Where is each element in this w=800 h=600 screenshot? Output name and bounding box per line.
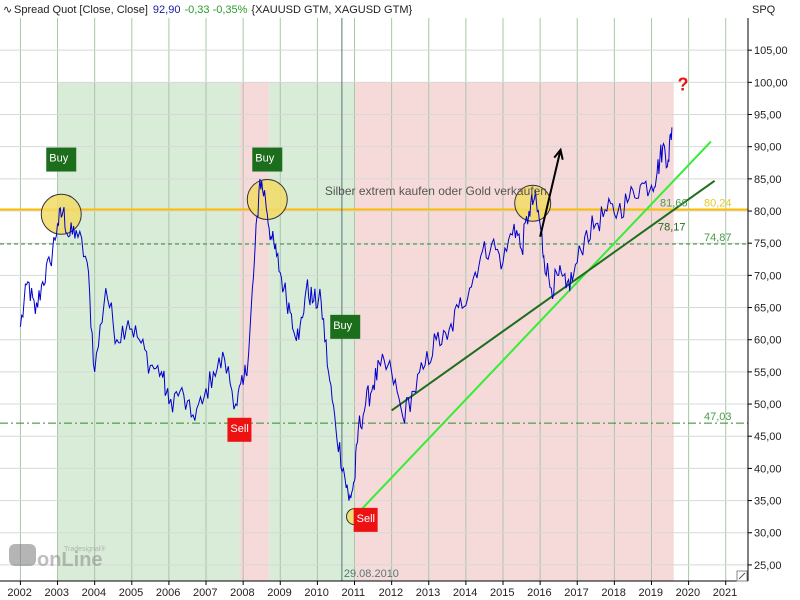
watermark-brand: onLine [37, 549, 103, 571]
x-tick-label: 2014 [453, 587, 477, 599]
y-tick-label: 70,00 [754, 270, 782, 282]
x-tick-label: 2016 [527, 587, 551, 599]
y-tick-label: 55,00 [754, 367, 782, 379]
level-label: 74,87 [704, 232, 732, 244]
signal-buy-bg [46, 147, 77, 172]
x-tick-label: 2010 [304, 587, 328, 599]
band-pink-3 [354, 82, 674, 581]
series-title: Spread Quot [Close, Close] [14, 4, 148, 16]
signal-boxes: Buy Buy Buy Sell Sell [46, 147, 378, 532]
x-tick-label: 2012 [379, 587, 403, 599]
x-tick-label: 2018 [601, 587, 625, 599]
x-tick-label: 2011 [342, 587, 366, 599]
chart-annotation: Silber extrem kaufen oder Gold verkaufen [325, 184, 547, 198]
x-tick-label: 2002 [7, 587, 31, 599]
price-line [19, 127, 673, 501]
x-axis-ticks: 2002 2003 2004 2005 2006 2007 2008 2009 2010 2011… [7, 581, 737, 599]
x-tick-label: 2007 [193, 587, 217, 599]
signal-sell-label: Sell [357, 513, 375, 525]
series-price: 92,90 [153, 4, 181, 16]
signal-sell-bg [227, 417, 252, 442]
price-series [19, 127, 673, 501]
trendline-label: 81,66 [660, 197, 688, 209]
line-chart-icon: ∿ [3, 4, 12, 16]
x-tick-label: 2005 [119, 587, 143, 599]
up-arrow-icon [539, 149, 562, 237]
x-tick-label: 2013 [416, 587, 440, 599]
x-tick-label: 2021 [713, 587, 737, 599]
signal-buy-label: Buy [255, 153, 274, 165]
highlight-circle [246, 178, 288, 220]
legend-header: ∿ Spread Quot [Close, Close] 92,90 -0,33… [3, 4, 412, 16]
y-tick-label: 45,00 [754, 431, 782, 443]
y-tick-label: 90,00 [754, 142, 782, 154]
y-tick-label: 25,00 [754, 560, 782, 572]
gridlines [0, 18, 748, 581]
y-tick-label: 80,00 [754, 206, 782, 218]
signal-sell-box: Sell [353, 507, 378, 532]
x-tick-label: 2015 [490, 587, 514, 599]
y-tick-label: 105,00 [754, 45, 788, 57]
signal-buy-label: Buy [49, 153, 68, 165]
x-tick-label: 2008 [230, 587, 254, 599]
x-tick-label: 2003 [45, 587, 69, 599]
y-tick-label: 50,00 [754, 399, 782, 411]
x-tick-label: 2004 [82, 587, 106, 599]
trendline-label: 78,17 [658, 222, 686, 234]
y-tick-label: 65,00 [754, 303, 782, 315]
arrowhead-icon [553, 147, 564, 160]
y-tick-label: 100,00 [754, 77, 788, 89]
question-mark: ? [677, 74, 688, 94]
tradesignal-watermark: onLine Tradesignal® [9, 544, 106, 571]
watermark-badge [9, 544, 36, 566]
y-axis-ticks: 25,00 30,00 35,00 40,00 45,00 50,00 55,00 60,00… [748, 45, 788, 572]
axis-title: SPQ [752, 4, 776, 16]
x-tick-label: 2009 [267, 587, 291, 599]
y-tick-label: 30,00 [754, 528, 782, 540]
signal-sell-label: Sell [230, 423, 248, 435]
resize-grip-icon [738, 572, 746, 580]
series-change: -0,33 -0,35% [184, 4, 247, 16]
y-tick-label: 40,00 [754, 463, 782, 475]
y-tick-label: 95,00 [754, 110, 782, 122]
signal-buy-bg [330, 314, 361, 339]
signal-buy-box: Buy [46, 147, 77, 172]
band-green-0 [57, 82, 240, 581]
level-label: 80,24 [704, 197, 732, 209]
x-tick-label: 2017 [564, 587, 588, 599]
resize-grip[interactable] [736, 570, 748, 582]
level-label: 47,03 [704, 411, 732, 423]
series-symbols: {XAUUSD GTM, XAGUSD GTM} [251, 4, 412, 16]
signal-buy-bg [252, 147, 283, 172]
watermark-sub: Tradesignal® [64, 545, 106, 553]
y-tick-label: 60,00 [754, 335, 782, 347]
signal-buy-box: Buy [252, 147, 283, 172]
signal-sell-box: Sell [227, 417, 252, 442]
date-marker-label: 29.08.2010 [344, 568, 399, 580]
y-tick-label: 35,00 [754, 496, 782, 508]
y-tick-label: 75,00 [754, 238, 782, 250]
x-tick-label: 2019 [638, 587, 662, 599]
signal-sell-bg [353, 507, 378, 532]
signal-buy-label: Buy [333, 320, 352, 332]
x-tick-label: 2020 [676, 587, 700, 599]
annotations: Silber extrem kaufen oder Gold verkaufen… [325, 74, 688, 237]
signal-buy-box: Buy [330, 314, 361, 339]
trendline-bright [353, 140, 712, 518]
x-tick-label: 2006 [156, 587, 180, 599]
date-marker: 29.08.2010 [341, 18, 399, 581]
background-bands [57, 82, 674, 581]
y-tick-label: 85,00 [754, 174, 782, 186]
horizontal-levels: 80,24 74,87 47,03 [0, 197, 748, 424]
